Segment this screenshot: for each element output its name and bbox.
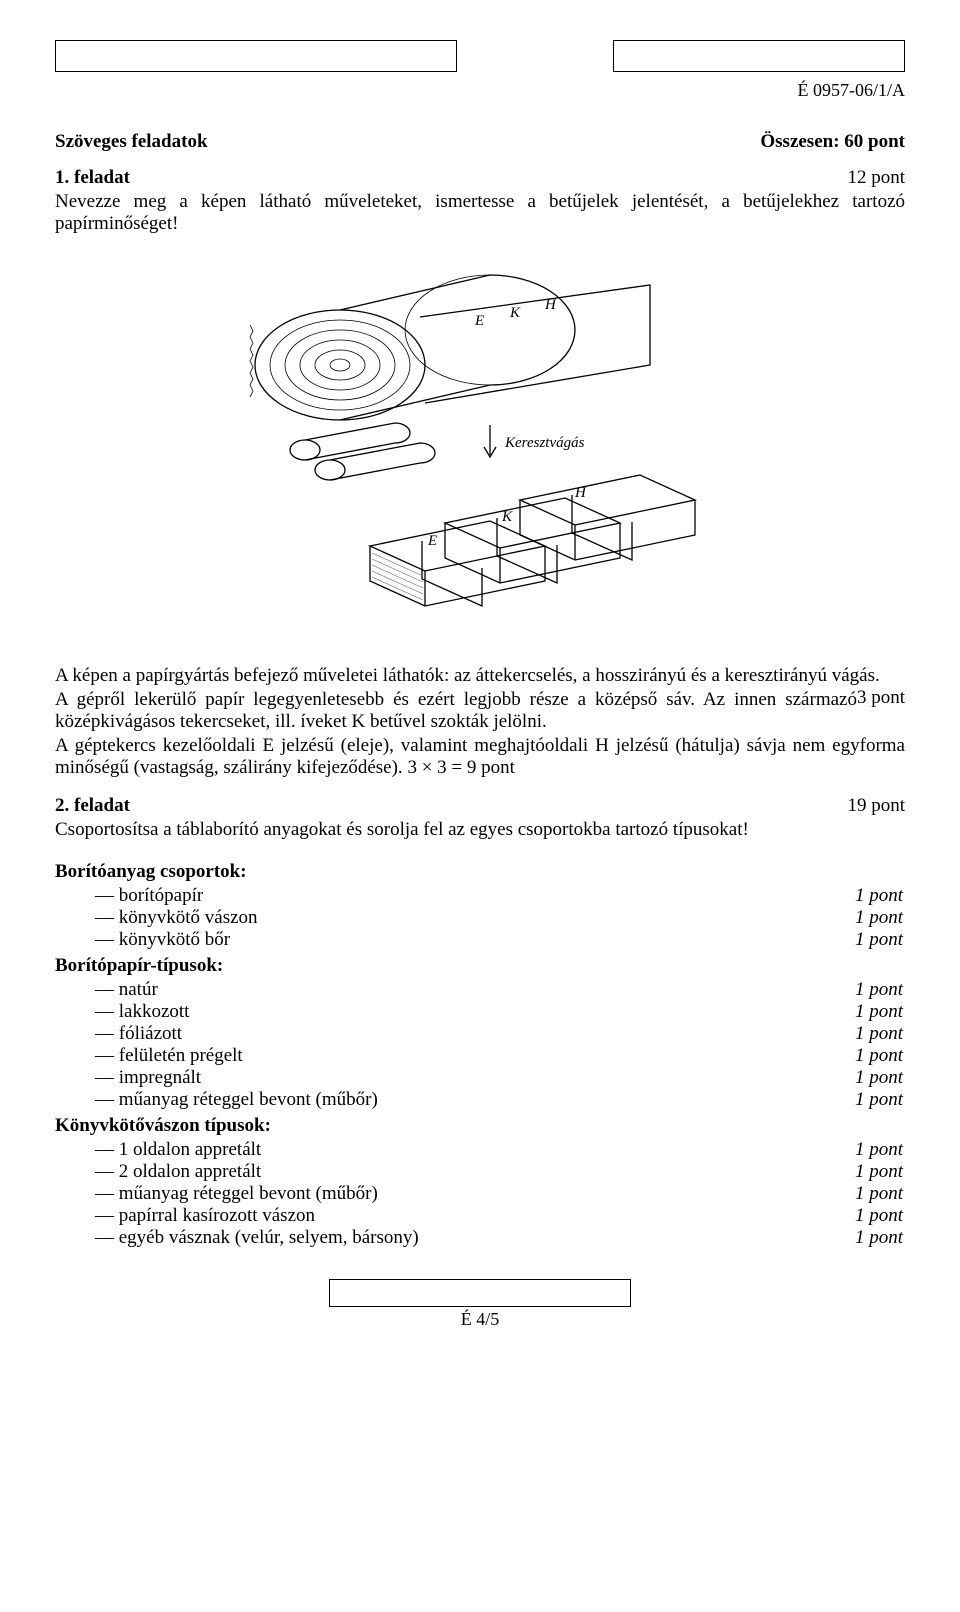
group2-list: natúr1 pont lakkozott1 pont fóliázott1 p… [55,979,905,1111]
papermaking-figure: E K H Keresztvágás H [220,255,740,635]
figure-wrap: E K H Keresztvágás H [55,255,905,635]
glyph-e-stack: E [427,533,437,549]
list-item: papírral kasírozott vászon1 pont [95,1205,905,1227]
header-code: É 0957-06/1/A [55,80,905,101]
task2-group1: Borítóanyag csoportok: borítópapír1 pont… [55,861,905,951]
group3-title: Könyvkötővászon típusok: [55,1115,905,1137]
list-item: fóliázott1 pont [95,1023,905,1045]
task1-header-row: 1. feladat 12 pont [55,167,905,189]
footer-page-number: É 4/5 [461,1309,500,1330]
task2-label: 2. feladat [55,795,130,817]
list-item: borítópapír1 pont [95,885,905,907]
task2-header-row: 2. feladat 19 pont [55,795,905,817]
group1-list: borítópapír1 pont könyvkötő vászon1 pont… [55,885,905,951]
task1-points: 12 pont [847,167,905,189]
task2-points: 19 pont [847,795,905,817]
section-title: Szöveges feladatok [55,131,208,153]
list-item: natúr1 pont [95,979,905,1001]
glyph-h-roll: H [544,297,557,313]
section-total: Összesen: 60 pont [760,131,905,153]
paper-stacks: H K E [370,475,695,606]
top-box-row [55,40,905,72]
section-header-row: Szöveges feladatok Összesen: 60 pont [55,131,905,153]
list-item: lakkozott1 pont [95,1001,905,1023]
task2-group3: Könyvkötővászon típusok: 1 oldalon appre… [55,1115,905,1249]
list-item: műanyag réteggel bevont (műbőr)1 pont [95,1089,905,1111]
task1-answer-p3: A géptekercs kezelőoldali E jelzésű (ele… [55,735,905,779]
task1-answer-p2: A gépről lekerülő papír legegyenletesebb… [55,689,905,733]
glyph-h-stack: H [574,485,587,501]
list-item: impregnált1 pont [95,1067,905,1089]
task1-answer: A képen a papírgyártás befejező művelete… [55,665,905,779]
task1-answer-p1: A képen a papírgyártás befejező művelete… [55,665,905,687]
task1-label: 1. feladat [55,167,130,189]
task2-group2: Borítópapír-típusok: natúr1 pont lakkozo… [55,955,905,1111]
group2-title: Borítópapír-típusok: [55,955,905,977]
task1-answer-p1-points: 3 pont [857,687,905,709]
glyph-k-stack: K [501,509,513,525]
top-right-box [613,40,905,72]
list-item: 2 oldalon appretált1 pont [95,1161,905,1183]
top-left-box [55,40,457,72]
task1-answer-p1-text: A képen a papírgyártás befejező művelete… [55,665,880,686]
list-item: 1 oldalon appretált1 pont [95,1139,905,1161]
glyph-k-roll: K [509,305,521,321]
group1-title: Borítóanyag csoportok: [55,861,905,883]
page: É 0957-06/1/A Szöveges feladatok Összese… [0,0,960,1360]
task1-answer-p3-points: 3 × 3 = 9 pont [407,757,514,778]
figure-caption: Keresztvágás [504,435,585,451]
group3-list: 1 oldalon appretált1 pont 2 oldalon appr… [55,1139,905,1249]
list-item: könyvkötő bőr1 pont [95,929,905,951]
list-item: felületén prégelt1 pont [95,1045,905,1067]
list-item: egyéb vásznak (velúr, selyem, bársony)1 … [95,1227,905,1249]
footer: É 4/5 [55,1279,905,1330]
list-item: könyvkötő vászon1 pont [95,907,905,929]
footer-box [329,1279,631,1307]
task2-prompt: Csoportosítsa a táblaborító anyagokat és… [55,819,905,841]
list-item: műanyag réteggel bevont (műbőr)1 pont [95,1183,905,1205]
task1-prompt: Nevezze meg a képen látható műveleteket,… [55,191,905,235]
glyph-e-roll: E [474,313,484,329]
